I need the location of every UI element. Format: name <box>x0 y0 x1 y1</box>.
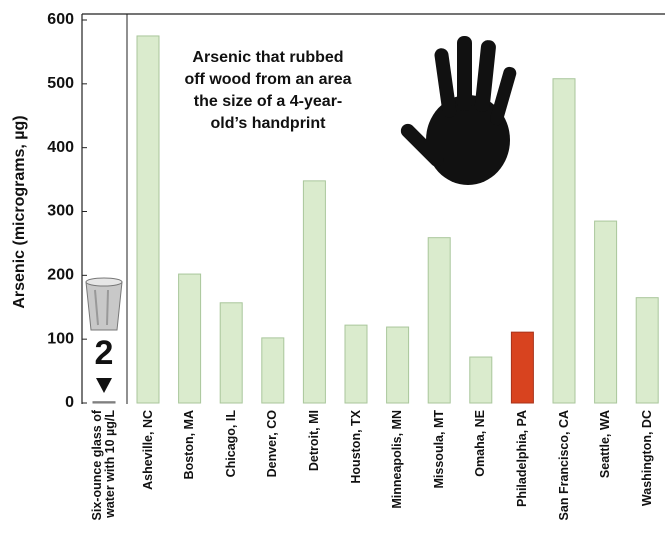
x-tick-label: Six-ounce glass of water with 10 µg/L <box>91 410 117 546</box>
y-tick-label: 400 <box>47 139 74 156</box>
bar <box>511 332 533 403</box>
x-tick-label: Boston, MA <box>183 410 196 546</box>
bar <box>179 274 201 403</box>
x-tick-label: Washington, DC <box>641 410 654 546</box>
y-tick-label: 300 <box>47 203 74 220</box>
x-tick-label: Minneapolis, MN <box>391 410 404 546</box>
bar <box>93 402 115 403</box>
annotation: Arsenic that rubbed <box>192 49 343 66</box>
y-tick-label: 500 <box>47 75 74 92</box>
bar <box>137 36 159 403</box>
y-tick-label: 200 <box>47 267 74 284</box>
arrow <box>96 378 112 393</box>
glass-icon <box>86 278 122 330</box>
x-tick-label: Detroit, MI <box>308 410 321 546</box>
bar <box>470 357 492 403</box>
x-tick-label: Houston, TX <box>350 410 363 546</box>
bar <box>595 221 617 403</box>
annotation: off wood from an area <box>184 71 351 88</box>
bar <box>345 325 367 403</box>
y-axis-label: Arsenic (micrograms, µg) <box>11 115 28 308</box>
bar <box>303 181 325 403</box>
x-tick-label: Missoula, MT <box>433 410 446 546</box>
y-tick-label: 0 <box>65 394 74 411</box>
bar <box>428 238 450 403</box>
x-tick-label: Denver, CO <box>266 410 279 546</box>
x-tick-label: San Francisco, CA <box>558 410 571 546</box>
annotation: old’s handprint <box>211 115 327 132</box>
x-tick-label: Chicago, IL <box>225 410 238 546</box>
value-label: 2 <box>95 334 114 372</box>
chart: Arsenic (micrograms, µg) 0 100 200 300 400 50… <box>0 0 665 546</box>
y-tick-label: 600 <box>47 11 74 28</box>
x-tick-label: Seattle, WA <box>599 410 612 546</box>
bar <box>262 338 284 403</box>
x-tick-label: Philadelphia, PA <box>516 410 529 546</box>
annotation: the size of a 4-year- <box>194 93 343 110</box>
x-tick-label: Asheville, NC <box>142 410 155 546</box>
x-tick-label: Omaha, NE <box>474 410 487 546</box>
bar <box>220 303 242 403</box>
bar <box>553 79 575 403</box>
handprint-icon <box>398 36 518 185</box>
y-tick-label: 100 <box>47 330 74 347</box>
bar <box>387 327 409 403</box>
bar <box>636 298 658 403</box>
